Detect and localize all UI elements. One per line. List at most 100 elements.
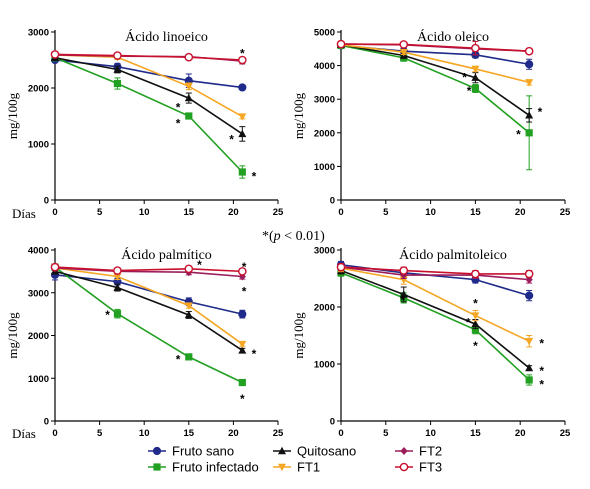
x-tick-label: 25 xyxy=(273,207,284,218)
series-line xyxy=(340,44,530,134)
data-point xyxy=(113,79,122,88)
series-line xyxy=(54,54,243,118)
series-quitosano xyxy=(51,267,247,354)
data-point xyxy=(184,310,193,319)
data-point xyxy=(184,302,193,310)
significance-marker: * xyxy=(539,336,544,350)
series-line xyxy=(340,266,530,275)
legend-marker xyxy=(400,447,408,455)
data-point xyxy=(525,79,534,87)
data-point xyxy=(399,40,409,49)
x-axis-label: Días xyxy=(12,426,36,441)
significance-marker: * xyxy=(252,347,257,361)
series-fruto_infectado xyxy=(337,41,533,171)
x-tick-label: 0 xyxy=(338,207,343,218)
y-tick-label: 2000 xyxy=(314,128,335,139)
data-point xyxy=(50,262,60,272)
significance-marker: * xyxy=(240,46,245,60)
significance-marker: * xyxy=(176,116,181,130)
data-point xyxy=(113,283,122,291)
significance-marker: * xyxy=(242,260,247,274)
y-tick-label: 4000 xyxy=(28,246,49,257)
data-point xyxy=(471,326,479,334)
x-tick-label: 5 xyxy=(97,207,103,218)
legend-label: Fruto infectado xyxy=(172,460,259,475)
data-point xyxy=(471,312,480,320)
y-tick-label: 1000 xyxy=(314,162,335,173)
x-tick-label: 20 xyxy=(228,207,239,218)
legend-label: Fruto sano xyxy=(172,444,234,459)
y-axis-label: mg/100g xyxy=(291,92,306,139)
legend-label: Quitosano xyxy=(297,444,356,459)
significance-marker: * xyxy=(176,101,181,115)
y-tick-label: 0 xyxy=(330,417,335,428)
series-fruto_sano xyxy=(50,55,247,92)
significance-marker: * xyxy=(252,169,257,183)
significance-note-prefix: *( xyxy=(262,229,274,244)
series-line xyxy=(54,267,243,345)
x-tick-label: 5 xyxy=(97,428,103,439)
legend-marker xyxy=(278,446,286,455)
significance-note-rest: < 0.01) xyxy=(281,229,325,244)
y-tick-label: 1000 xyxy=(28,140,49,151)
legend-label: FT1 xyxy=(297,460,320,475)
data-point xyxy=(238,113,247,121)
x-tick-label: 10 xyxy=(425,428,436,439)
series-line xyxy=(54,267,243,278)
data-point xyxy=(336,39,346,49)
significance-marker: * xyxy=(400,294,405,308)
y-tick-label: 2000 xyxy=(28,331,49,342)
x-tick-label: 0 xyxy=(338,428,343,439)
data-point xyxy=(238,378,246,387)
data-point xyxy=(525,291,534,300)
data-point xyxy=(525,363,534,372)
legend-marker xyxy=(152,446,162,456)
x-tick-label: 20 xyxy=(228,428,239,439)
data-point xyxy=(238,168,246,176)
significance-note: *(p < 0.01) xyxy=(262,229,325,244)
x-tick-label: 5 xyxy=(383,428,389,439)
chart-panel-3: Ácido palmítico 0 1000 2000 3000 4000 0 5 10 15 20… xyxy=(5,246,284,442)
y-tick-label: 3000 xyxy=(28,288,49,299)
legend-item-ft1: FT1 xyxy=(273,460,320,475)
series-line xyxy=(340,272,530,381)
x-tick-label: 25 xyxy=(560,207,571,218)
data-point xyxy=(184,264,194,274)
significance-marker: * xyxy=(105,308,110,322)
y-tick-label: 3000 xyxy=(28,28,49,39)
data-point xyxy=(525,60,534,69)
y-tick-label: 2000 xyxy=(314,303,335,314)
data-point xyxy=(238,310,247,319)
significance-marker: * xyxy=(229,133,234,147)
data-point xyxy=(400,271,408,280)
legend-marker xyxy=(278,463,286,472)
data-point xyxy=(524,269,534,279)
data-point xyxy=(238,340,247,349)
series-quitosano xyxy=(51,53,247,142)
data-point xyxy=(471,319,480,328)
chart-panel-1: Ácido linoeico 0 1000 2000 3000 0 5 10 15 20 25 mg/… xyxy=(5,28,284,222)
y-axis-label: mg/100g xyxy=(291,312,306,359)
data-point xyxy=(113,310,122,318)
significance-note-p: p xyxy=(273,229,281,244)
series-fruto_infectado xyxy=(337,268,533,386)
x-tick-label: 10 xyxy=(139,207,150,218)
data-point xyxy=(399,266,409,275)
data-point xyxy=(238,129,247,138)
series-line xyxy=(54,266,243,273)
y-tick-label: 2000 xyxy=(28,84,49,95)
significance-marker: * xyxy=(473,339,478,353)
x-tick-label: 0 xyxy=(52,207,57,218)
data-point xyxy=(336,262,346,272)
significance-marker: * xyxy=(539,378,544,392)
series-line xyxy=(54,273,243,315)
y-tick-label: 1000 xyxy=(314,360,335,371)
data-point xyxy=(524,46,534,56)
series-line xyxy=(54,57,243,173)
x-tick-label: 25 xyxy=(273,428,284,439)
data-point xyxy=(184,52,194,62)
series-line xyxy=(54,266,243,384)
x-tick-label: 15 xyxy=(470,207,481,218)
chart-title: Ácido palmítico xyxy=(121,246,212,263)
